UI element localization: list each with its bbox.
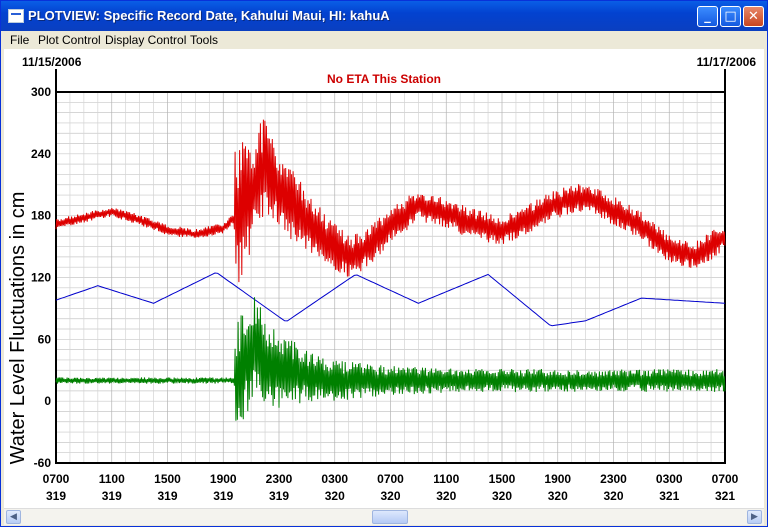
x-tick-time: 0300 [321, 472, 348, 486]
app-icon [8, 9, 24, 23]
horizontal-scrollbar[interactable]: ◀ ▶ [4, 508, 764, 525]
window-title: PLOTVIEW: Specific Record Date, Kahului … [28, 8, 390, 23]
x-tick-day: 320 [325, 489, 345, 503]
minimize-icon: _ [704, 9, 711, 24]
y-tick-label: 60 [38, 332, 52, 346]
end-date-label: 11/17/2006 [697, 55, 757, 69]
x-tick-time: 1100 [99, 472, 125, 486]
plot-frame [55, 91, 726, 464]
maximize-icon: □ [724, 9, 737, 24]
x-tick-day: 320 [548, 489, 568, 503]
title-bar[interactable]: PLOTVIEW: Specific Record Date, Kahului … [1, 1, 767, 31]
y-axis-label: Water Level Fluctuations in cm [7, 192, 29, 465]
scroll-thumb[interactable] [372, 510, 408, 524]
maximize-button[interactable]: □ [720, 6, 741, 27]
x-tick-day: 321 [715, 489, 735, 503]
x-tick-time: 1900 [544, 472, 571, 486]
x-tick-day: 319 [213, 489, 233, 503]
x-tick-day: 319 [269, 489, 289, 503]
y-tick-label: 300 [31, 85, 51, 99]
scroll-left-icon: ◀ [10, 512, 17, 522]
x-tick-day: 319 [46, 489, 66, 503]
menu-bar: File Plot Control Display Control Tools [1, 31, 767, 49]
x-tick-day: 320 [603, 489, 623, 503]
x-tick-time: 1500 [489, 472, 516, 486]
scroll-right-button[interactable]: ▶ [747, 510, 762, 524]
x-tick-time: 0700 [712, 472, 739, 486]
series-line-0 [55, 119, 726, 283]
minimize-button[interactable]: _ [697, 6, 718, 27]
eta-notice: No ETA This Station [327, 72, 441, 86]
y-tick-label: 120 [31, 271, 51, 285]
plot-area[interactable]: 11/15/2006 11/17/2006 No ETA This Statio… [4, 49, 764, 509]
menu-display-control[interactable]: Display Control [105, 33, 187, 47]
menu-file[interactable]: File [10, 33, 30, 47]
x-tick-time: 0300 [656, 472, 683, 486]
y-tick-label: -60 [34, 456, 52, 470]
x-tick-day: 320 [436, 489, 456, 503]
scroll-left-button[interactable]: ◀ [6, 510, 21, 524]
menu-plot-control[interactable]: Plot Control [38, 33, 101, 47]
x-tick-day: 320 [492, 489, 512, 503]
start-date-label: 11/15/2006 [22, 55, 82, 69]
x-tick-time: 2300 [266, 472, 293, 486]
x-tick-day: 321 [659, 489, 679, 503]
y-tick-label: 180 [31, 209, 51, 223]
x-tick-day: 319 [102, 489, 122, 503]
x-tick-time: 1100 [433, 472, 459, 486]
x-tick-time: 1500 [154, 472, 181, 486]
menu-tools[interactable]: Tools [190, 33, 219, 47]
series-line-2 [55, 297, 726, 421]
x-tick-time: 0700 [377, 472, 404, 486]
y-tick-label: 0 [44, 394, 51, 408]
x-tick-day: 320 [380, 489, 400, 503]
scroll-right-icon: ▶ [751, 512, 758, 522]
water-level-chart: 11/15/2006 11/17/2006 No ETA This Statio… [7, 55, 757, 503]
y-tick-label: 240 [31, 147, 51, 161]
x-tick-day: 319 [157, 489, 177, 503]
series-line-1 [55, 272, 726, 327]
x-tick-time: 2300 [600, 472, 627, 486]
close-button[interactable]: ✕ [743, 6, 764, 27]
close-icon: ✕ [748, 9, 759, 24]
x-tick-time: 0700 [43, 472, 70, 486]
x-tick-time: 1900 [210, 472, 237, 486]
